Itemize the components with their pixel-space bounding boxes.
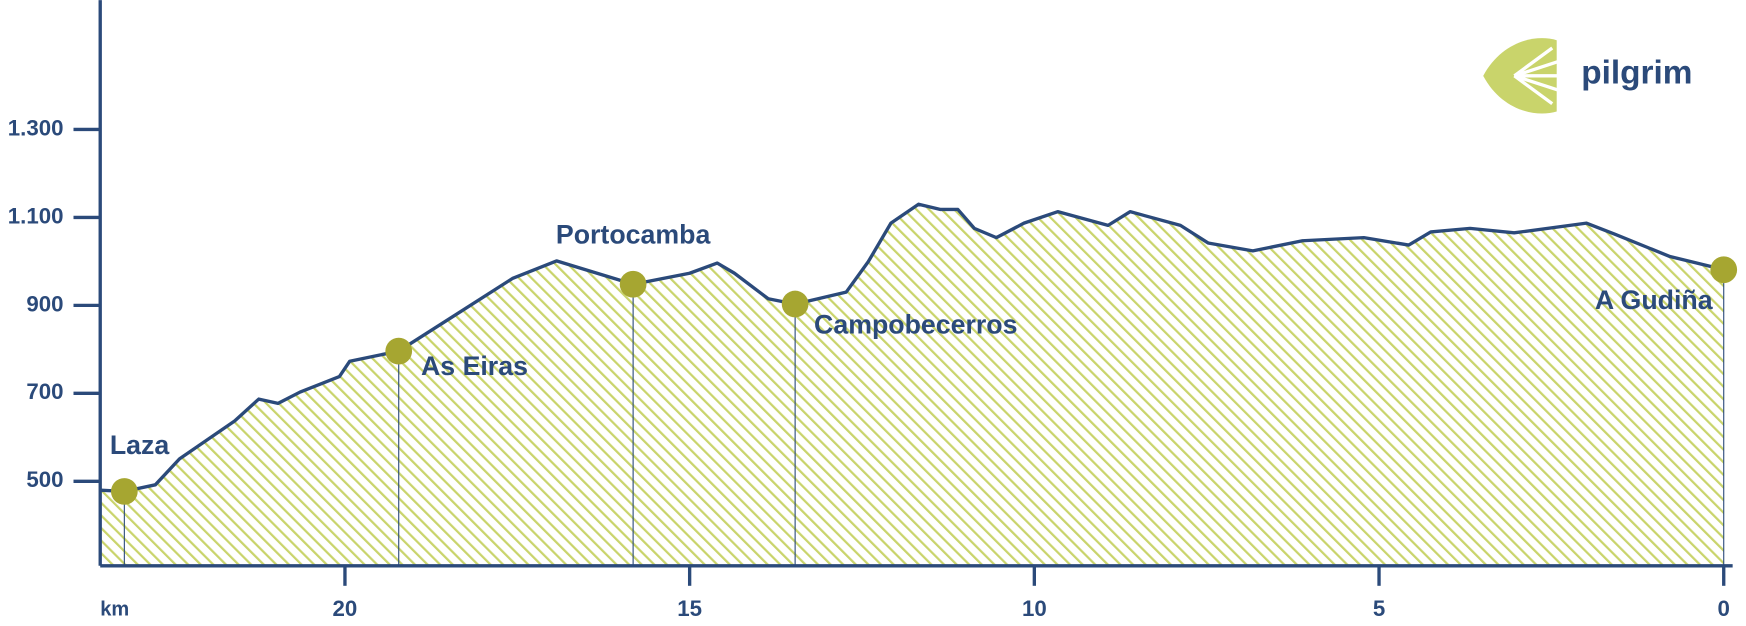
x-tick-label: 15 [677,596,702,621]
town-marker [110,478,138,505]
elevation-line [100,202,1725,494]
town-label: Laza [110,430,171,460]
town-label: As Eiras [421,351,528,381]
town-marker [781,290,809,318]
town-label: Campobecerros [814,309,1017,339]
x-tick-label: 10 [1022,596,1047,621]
y-tick-label: 700 [26,379,63,404]
brand-text: pilgrim [1581,55,1692,92]
x-tick-label: 5 [1373,596,1385,621]
x-tick-label: 20 [333,596,358,621]
town-label: Portocamba [556,219,712,249]
area-fill [100,204,1724,566]
x-tick-label: 0 [1718,596,1730,621]
x-axis-label: km [100,599,129,621]
y-tick-label: 900 [26,291,63,316]
town-marker [1710,256,1738,284]
y-tick-label: 1.100 [8,203,64,228]
town-label: A Gudiña [1595,285,1714,315]
y-tick-label: 1.300 [8,115,64,140]
y-tick-label: 500 [26,467,63,492]
logo [1483,38,1562,114]
town-marker [385,337,413,365]
town-marker [619,270,647,298]
